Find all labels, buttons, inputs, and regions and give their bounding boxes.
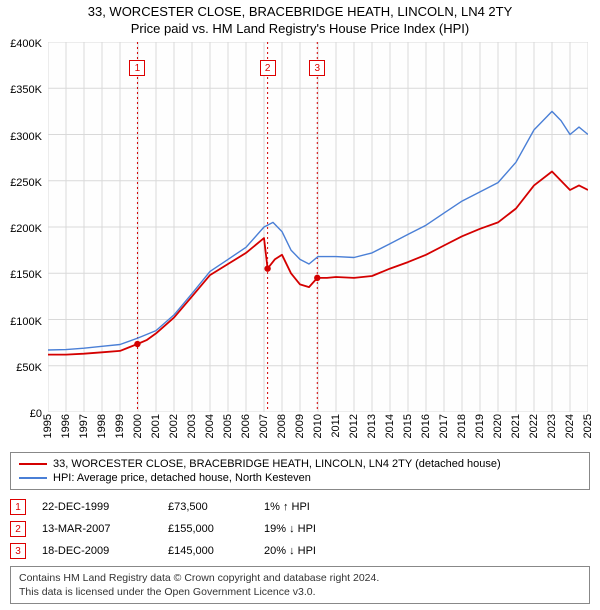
x-tick-label: 2004 bbox=[204, 414, 216, 438]
chart-subtitle: Price paid vs. HM Land Registry's House … bbox=[0, 21, 600, 36]
chart-container: 33, WORCESTER CLOSE, BRACEBRIDGE HEATH, … bbox=[0, 0, 600, 604]
y-tick-label: £400K bbox=[10, 38, 42, 50]
x-tick-label: 2024 bbox=[564, 414, 576, 438]
x-tick-label: 1995 bbox=[42, 414, 54, 438]
x-tick-label: 1998 bbox=[96, 414, 108, 438]
chart-title: 33, WORCESTER CLOSE, BRACEBRIDGE HEATH, … bbox=[0, 4, 600, 19]
x-tick-label: 2021 bbox=[510, 414, 522, 438]
y-tick-label: £300K bbox=[10, 131, 42, 143]
legend-swatch bbox=[19, 477, 47, 479]
event-hpi: 19% ↓ HPI bbox=[264, 523, 316, 535]
event-hpi: 20% ↓ HPI bbox=[264, 545, 316, 557]
y-tick-label: £0 bbox=[30, 408, 42, 420]
legend-label: HPI: Average price, detached house, Nort… bbox=[53, 472, 311, 484]
event-row: 1 22-DEC-1999 £73,500 1% ↑ HPI bbox=[10, 496, 590, 518]
attribution-line: This data is licensed under the Open Gov… bbox=[19, 585, 581, 599]
y-tick-label: £150K bbox=[10, 269, 42, 281]
x-tick-label: 2014 bbox=[384, 414, 396, 438]
x-tick-label: 1996 bbox=[60, 414, 72, 438]
x-tick-label: 2005 bbox=[222, 414, 234, 438]
event-hpi: 1% ↑ HPI bbox=[264, 501, 310, 513]
x-tick-label: 1997 bbox=[78, 414, 90, 438]
event-price: £73,500 bbox=[168, 501, 248, 513]
y-tick-label: £200K bbox=[10, 223, 42, 235]
x-tick-label: 2023 bbox=[546, 414, 558, 438]
event-price: £155,000 bbox=[168, 523, 248, 535]
chart-marker-label: 3 bbox=[309, 60, 325, 76]
x-tick-label: 2012 bbox=[348, 414, 360, 438]
titles: 33, WORCESTER CLOSE, BRACEBRIDGE HEATH, … bbox=[0, 0, 600, 36]
x-tick-label: 2016 bbox=[420, 414, 432, 438]
x-tick-label: 2015 bbox=[402, 414, 414, 438]
x-tick-label: 2001 bbox=[150, 414, 162, 438]
legend-row: 33, WORCESTER CLOSE, BRACEBRIDGE HEATH, … bbox=[19, 457, 581, 471]
attribution-line: Contains HM Land Registry data © Crown c… bbox=[19, 571, 581, 585]
event-row: 3 18-DEC-2009 £145,000 20% ↓ HPI bbox=[10, 540, 590, 562]
x-tick-label: 2020 bbox=[492, 414, 504, 438]
event-row: 2 13-MAR-2007 £155,000 19% ↓ HPI bbox=[10, 518, 590, 540]
attribution: Contains HM Land Registry data © Crown c… bbox=[10, 566, 590, 604]
x-axis-labels: 1995199619971998199920002001200220032004… bbox=[48, 412, 588, 446]
event-date: 22-DEC-1999 bbox=[42, 501, 152, 513]
x-tick-label: 2007 bbox=[258, 414, 270, 438]
event-price: £145,000 bbox=[168, 545, 248, 557]
event-number-box: 3 bbox=[10, 543, 26, 559]
plot-svg bbox=[48, 42, 588, 412]
chart-marker-label: 2 bbox=[260, 60, 276, 76]
event-date: 13-MAR-2007 bbox=[42, 523, 152, 535]
x-tick-label: 2013 bbox=[366, 414, 378, 438]
x-tick-label: 1999 bbox=[114, 414, 126, 438]
x-tick-label: 2008 bbox=[276, 414, 288, 438]
event-date: 18-DEC-2009 bbox=[42, 545, 152, 557]
x-tick-label: 2009 bbox=[294, 414, 306, 438]
legend: 33, WORCESTER CLOSE, BRACEBRIDGE HEATH, … bbox=[10, 452, 590, 490]
events-table: 1 22-DEC-1999 £73,500 1% ↑ HPI 2 13-MAR-2007 £… bbox=[10, 496, 590, 562]
x-tick-label: 2022 bbox=[528, 414, 540, 438]
event-number-box: 2 bbox=[10, 521, 26, 537]
legend-swatch bbox=[19, 463, 47, 465]
x-tick-label: 2002 bbox=[168, 414, 180, 438]
x-tick-label: 2000 bbox=[132, 414, 144, 438]
chart-marker-label: 1 bbox=[129, 60, 145, 76]
y-tick-label: £350K bbox=[10, 84, 42, 96]
legend-label: 33, WORCESTER CLOSE, BRACEBRIDGE HEATH, … bbox=[53, 458, 501, 470]
x-tick-label: 2003 bbox=[186, 414, 198, 438]
event-number-box: 1 bbox=[10, 499, 26, 515]
x-tick-label: 2006 bbox=[240, 414, 252, 438]
y-tick-label: £250K bbox=[10, 177, 42, 189]
x-tick-label: 2017 bbox=[438, 414, 450, 438]
y-tick-label: £100K bbox=[10, 316, 42, 328]
x-tick-label: 2011 bbox=[330, 414, 342, 438]
legend-row: HPI: Average price, detached house, Nort… bbox=[19, 471, 581, 485]
y-axis-labels: £0£50K£100K£150K£200K£250K£300K£350K£400… bbox=[0, 44, 44, 414]
y-tick-label: £50K bbox=[16, 362, 42, 374]
x-tick-label: 2019 bbox=[474, 414, 486, 438]
plot-area: 1 2 3 bbox=[48, 42, 588, 412]
x-tick-label: 2010 bbox=[312, 414, 324, 438]
x-tick-label: 2018 bbox=[456, 414, 468, 438]
x-tick-label: 2025 bbox=[582, 414, 594, 438]
